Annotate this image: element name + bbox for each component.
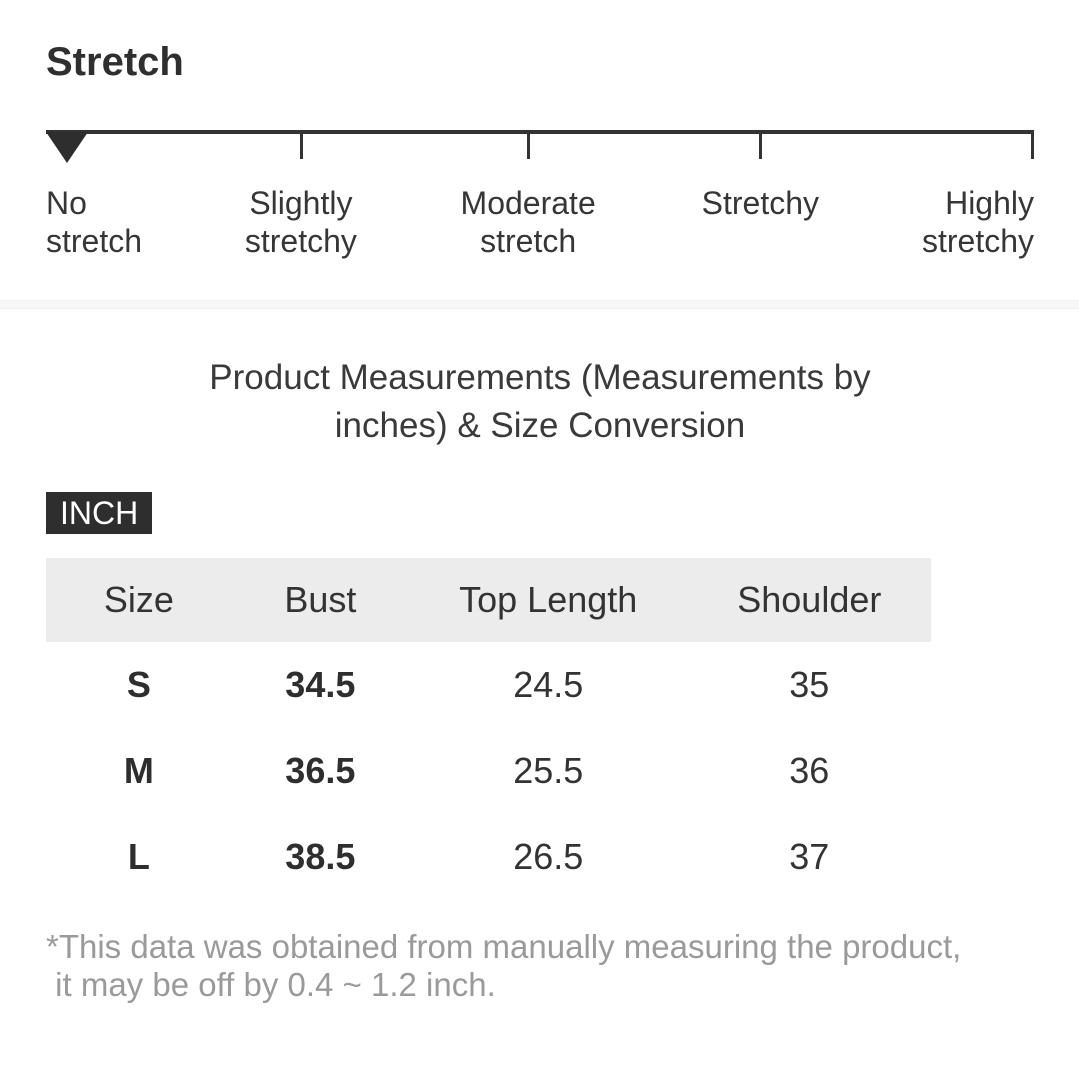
scale-tick — [1031, 133, 1034, 159]
column-header-size: Size — [46, 558, 232, 642]
cell-shoulder: 37 — [789, 836, 830, 877]
cell-shoulder: 36 — [789, 750, 830, 791]
measurement-disclaimer: *This data was obtained from manually me… — [46, 928, 962, 1003]
stretch-marker-triangle-icon — [46, 132, 88, 163]
stretch-label-no-stretch: No stretch — [46, 185, 143, 259]
column-header-top-length: Top Length — [408, 558, 688, 642]
cell-bust: 36.5 — [285, 750, 356, 791]
cell-size: S — [126, 664, 151, 705]
measurements-section: Product Measurements (Measurements by in… — [0, 354, 1079, 1004]
cell-bust: 34.5 — [285, 664, 356, 705]
table-row: L 38.5 26.5 37 — [46, 814, 931, 900]
unit-badge-inch: INCH — [46, 492, 153, 534]
scale-tick — [527, 133, 531, 159]
stretch-label-highly-stretchy: Highly stretchy — [921, 185, 1034, 259]
stretch-label-stretchy: Stretchy — [701, 185, 819, 221]
scale-tick — [299, 133, 303, 159]
cell-size: L — [127, 836, 150, 877]
cell-top-length: 25.5 — [513, 750, 584, 791]
size-table: Size Bust Top Length Shoulder S 34.5 24.… — [46, 558, 931, 900]
stretch-scale-labels: No stretch Slightly stretchy Moderate st… — [46, 184, 1034, 262]
column-header-bust: Bust — [231, 558, 409, 642]
stretch-label-slightly-stretchy: Slightly stretchy — [244, 185, 357, 259]
cell-size: M — [123, 750, 154, 791]
cell-bust: 38.5 — [285, 836, 356, 877]
stretch-label-moderate-stretch: Moderate stretch — [460, 185, 596, 259]
cell-top-length: 24.5 — [513, 664, 584, 705]
stretch-scale — [46, 130, 1034, 163]
stretch-heading: Stretch — [46, 40, 184, 84]
section-divider — [0, 300, 1079, 309]
measurements-title: Product Measurements (Measurements by in… — [209, 358, 871, 445]
table-row: S 34.5 24.5 35 — [46, 642, 931, 728]
cell-shoulder: 35 — [789, 664, 830, 705]
table-row: M 36.5 25.5 36 — [46, 728, 931, 814]
stretch-section: Stretch No stretch Slightly stretchy Mod… — [0, 40, 1079, 262]
scale-tick — [759, 133, 763, 159]
size-table-header-row: Size Bust Top Length Shoulder — [46, 558, 931, 642]
cell-top-length: 26.5 — [513, 836, 584, 877]
column-header-shoulder: Shoulder — [687, 558, 931, 642]
